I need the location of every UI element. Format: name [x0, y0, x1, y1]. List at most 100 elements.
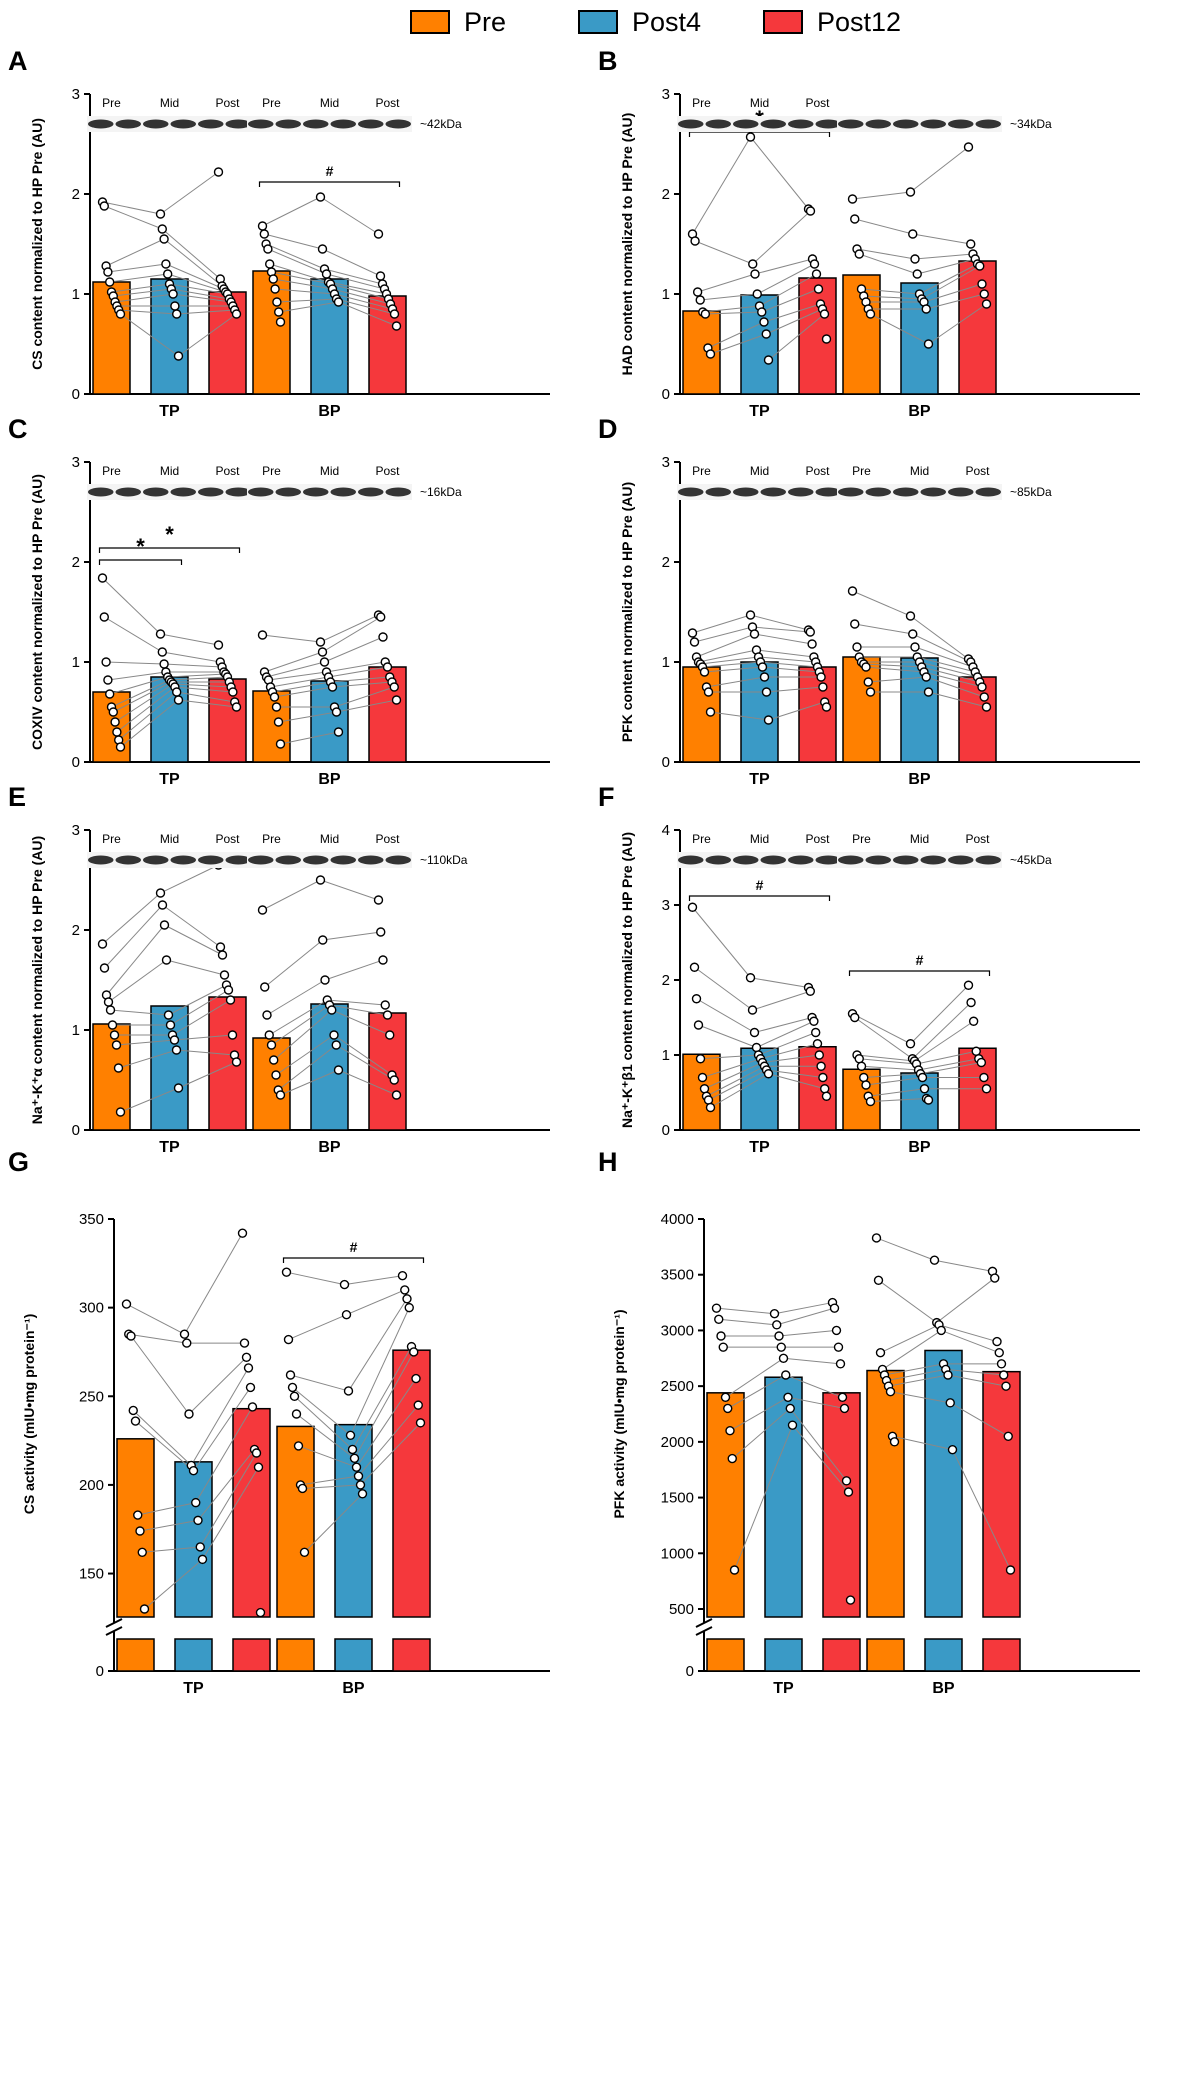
blot-band: [170, 855, 196, 865]
connector-line: [276, 298, 337, 303]
connector-line: [734, 1424, 793, 1571]
y-tick-label: 4000: [661, 1211, 694, 1228]
connector-line: [135, 1420, 194, 1472]
connector-line: [928, 691, 987, 708]
data-point: [865, 687, 876, 697]
blot-band: [275, 487, 301, 497]
significance-label: *: [165, 522, 174, 547]
data-point: [810, 1027, 821, 1038]
data-point: [968, 1016, 979, 1026]
bar-lower-bp-post12: [392, 1638, 431, 1672]
blot-band: [705, 119, 731, 129]
data-point: [157, 900, 168, 910]
connector-line: [107, 671, 166, 681]
data-point: [785, 1403, 795, 1414]
legend-swatch: [578, 10, 618, 34]
data-point: [257, 905, 268, 915]
data-point: [763, 715, 774, 725]
connector-line: [763, 303, 821, 323]
panel-b: B HAD content normalized to HP Pre (AU) 0 1…: [598, 46, 1140, 420]
connector-line: [104, 904, 163, 969]
panel-letter: F: [598, 782, 615, 812]
data-point: [963, 142, 974, 152]
data-point: [99, 963, 110, 973]
connector-line: [783, 1357, 841, 1365]
connector-line: [888, 1374, 949, 1387]
connector-line: [700, 1054, 759, 1060]
blot-band: [358, 855, 384, 865]
y-axis-label: CS activity (mIU•mg protein⁻¹): [21, 1314, 37, 1515]
connector-line: [762, 1054, 820, 1063]
bar-lower-tp-post12: [822, 1638, 861, 1672]
data-point: [818, 1072, 828, 1083]
data-point: [852, 642, 862, 652]
legend-label: Post12: [817, 6, 902, 37]
blot-band: [705, 855, 731, 865]
data-point: [999, 1370, 1009, 1380]
connector-line: [164, 663, 223, 668]
data-point: [173, 351, 184, 361]
data-point: [391, 695, 402, 705]
connector-line: [326, 273, 385, 290]
blot-band: [975, 487, 1001, 497]
blot-band: [838, 855, 864, 865]
connector-line: [698, 649, 757, 663]
bar-lower-bp-post4: [334, 1638, 373, 1672]
blot-band: [88, 855, 114, 865]
data-point: [699, 1084, 710, 1094]
data-point: [317, 244, 328, 254]
data-point: [745, 610, 756, 620]
data-point: [996, 1359, 1007, 1369]
data-point: [687, 628, 698, 638]
connector-line: [356, 1378, 417, 1468]
data-point: [695, 1054, 706, 1064]
connector-line: [104, 616, 163, 653]
data-point: [109, 1030, 120, 1040]
connector-line: [727, 1374, 786, 1409]
data-point: [130, 1416, 141, 1426]
blot-lane-label: Post: [805, 832, 830, 846]
connector-line: [178, 313, 237, 357]
data-point: [103, 267, 113, 277]
connector-line: [330, 283, 389, 300]
data-point: [333, 727, 344, 737]
blot-kda-label: ~34kDa: [1010, 117, 1052, 131]
connector-line: [272, 681, 331, 693]
data-point: [223, 985, 234, 995]
connector-line: [176, 1049, 235, 1056]
blot-band: [948, 119, 974, 129]
connector-line: [102, 577, 161, 635]
data-point: [929, 1255, 940, 1265]
connector-line: [886, 1368, 946, 1382]
y-tick-label: 0: [96, 1663, 104, 1680]
connector-line: [934, 1259, 993, 1272]
connector-line: [320, 614, 379, 643]
y-tick-label: 2: [662, 972, 670, 989]
connector-line: [324, 268, 383, 285]
connector-line: [173, 683, 232, 688]
data-point: [699, 667, 710, 677]
data-point: [104, 689, 115, 699]
blot-lane-label: Pre: [262, 832, 281, 846]
data-point: [976, 1057, 987, 1068]
data-point: [355, 1480, 366, 1490]
y-tick-label: 1500: [661, 1490, 694, 1507]
data-point: [347, 1444, 358, 1455]
blot-lane-label: Pre: [262, 464, 281, 478]
connector-line: [702, 661, 761, 668]
data-point: [115, 1107, 126, 1117]
significance-label: #: [916, 952, 924, 968]
connector-line: [884, 1363, 944, 1376]
y-tick-label: 0: [662, 386, 670, 403]
data-point: [173, 1083, 184, 1093]
connector-line: [109, 273, 168, 283]
data-point: [376, 927, 386, 937]
data-point: [691, 994, 702, 1004]
connector-line: [947, 1374, 1007, 1387]
bar-bp-pre: [866, 1369, 905, 1618]
blot-lane-label: Post: [215, 464, 240, 478]
data-point: [711, 1303, 722, 1313]
connector-line: [169, 676, 228, 681]
connector-line: [327, 999, 386, 1006]
y-tick-label: 250: [79, 1388, 104, 1405]
